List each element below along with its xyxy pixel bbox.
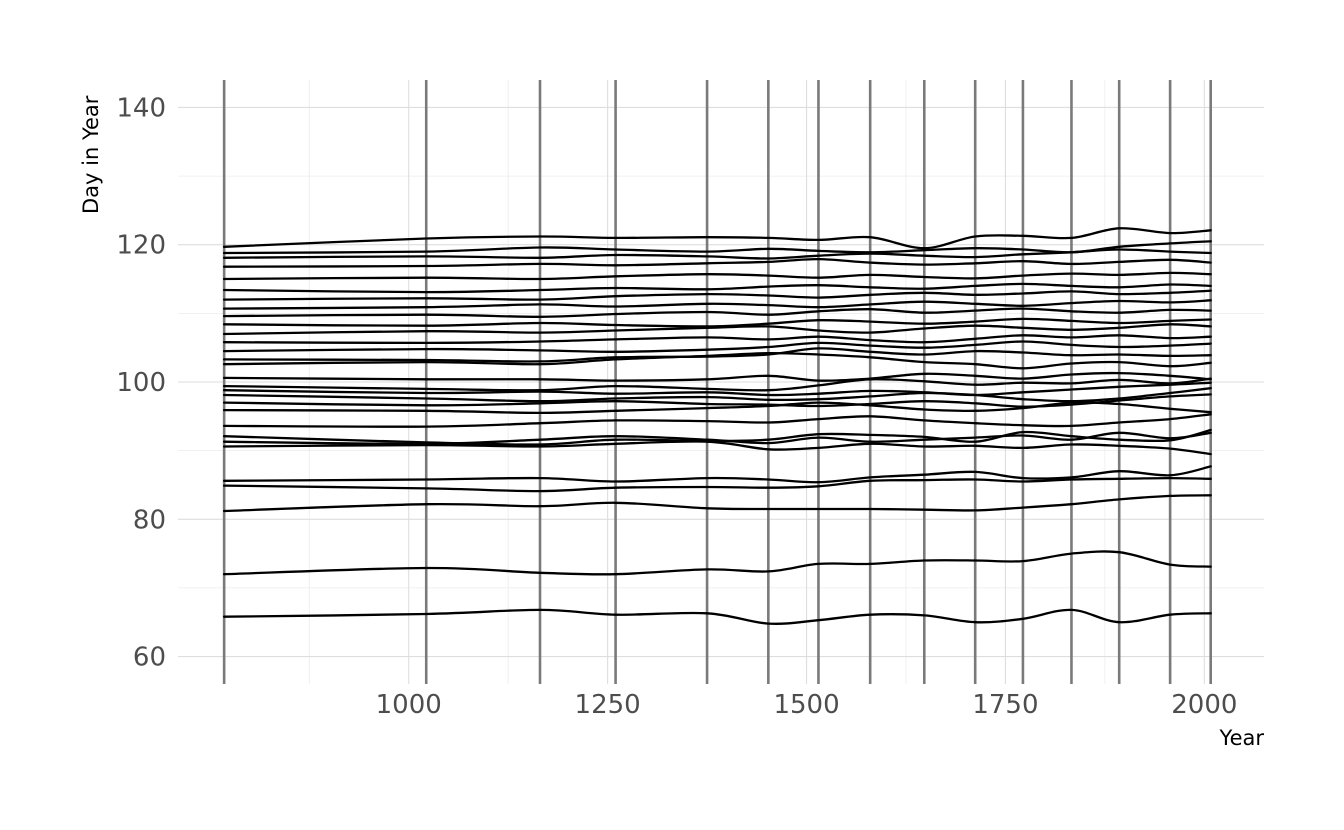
- series-line-11: [222, 393, 1212, 408]
- series-line-15: [222, 371, 1212, 382]
- series-line-6: [222, 440, 1212, 456]
- x-tick-label: 1250: [575, 690, 641, 720]
- series-line-16: [222, 351, 1212, 370]
- series-line-17: [222, 347, 1212, 363]
- y-tick-label: 60: [133, 643, 166, 673]
- x-axis-title: Year: [1219, 726, 1265, 750]
- y-axis-title: Day in Year: [79, 95, 103, 214]
- series-line-30: [222, 227, 1212, 250]
- series-line-27: [222, 257, 1212, 268]
- series-line-23: [222, 299, 1212, 310]
- x-tick-label: 1750: [972, 690, 1038, 720]
- series-line-29: [222, 240, 1212, 255]
- series-line-24: [222, 289, 1212, 301]
- y-tick-label: 140: [116, 93, 166, 123]
- series-line-13: [222, 381, 1212, 397]
- series-line-4: [222, 476, 1212, 493]
- series-line-26: [222, 271, 1212, 281]
- series-line-9: [222, 413, 1212, 428]
- y-tick-label: 100: [116, 368, 166, 398]
- series-line-7: [222, 431, 1212, 445]
- series-lines: [222, 227, 1212, 625]
- series-line-12: [222, 387, 1212, 403]
- x-tick-label: 1000: [376, 690, 442, 720]
- series-line-25: [222, 282, 1212, 294]
- series-line-8: [222, 428, 1212, 446]
- series-line-14: [222, 377, 1212, 392]
- series-line-5: [222, 465, 1212, 484]
- y-tick-labels: 60 80 100 120 140: [116, 93, 166, 672]
- x-tick-labels: 1000 1250 1500 1750 2000: [376, 690, 1238, 720]
- x-tick-label: 1500: [773, 690, 839, 720]
- x-tick-label: 2000: [1171, 690, 1237, 720]
- grid-minor-y: [178, 175, 1264, 589]
- y-tick-label: 120: [116, 231, 166, 261]
- y-tick-label: 80: [133, 505, 166, 535]
- series-line-18: [222, 340, 1212, 353]
- series-line-1: [222, 608, 1212, 625]
- series-line-2: [222, 550, 1212, 576]
- series-line-21: [222, 317, 1212, 328]
- series-line-20: [222, 323, 1212, 336]
- series-line-3: [222, 494, 1212, 513]
- series-line-19: [222, 334, 1212, 345]
- series-line-22: [222, 307, 1212, 318]
